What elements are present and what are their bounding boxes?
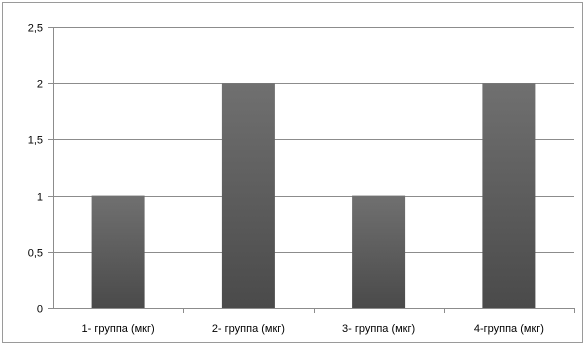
bar <box>482 83 536 308</box>
y-tick-label: 1,5 <box>28 135 43 147</box>
axis-labels: 0 0,5 1 1,5 2 2,5 1- группа (мкг) 2- группа (мк… <box>28 23 544 336</box>
x-category-label: 4-группа (мкг) <box>474 323 544 335</box>
bar <box>91 195 145 308</box>
y-tick-label: 0 <box>37 304 43 316</box>
x-category-label: 3- группа (мкг) <box>342 323 415 335</box>
y-tick-label: 2 <box>37 79 43 91</box>
bars <box>91 83 536 308</box>
y-tick-label: 1 <box>37 192 43 204</box>
y-tick-label: 0,5 <box>28 248 43 260</box>
y-tick-label: 2,5 <box>28 23 43 35</box>
x-category-label: 2- группа (мкг) <box>212 323 285 335</box>
bar <box>221 83 275 308</box>
bar <box>352 195 406 308</box>
axes <box>48 27 575 313</box>
x-category-label: 1- группа (мкг) <box>82 323 155 335</box>
